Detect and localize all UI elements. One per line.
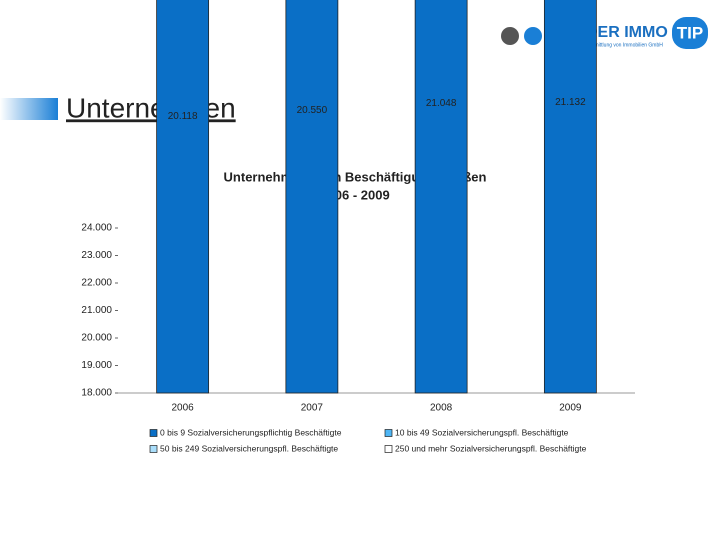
bar-segment [156, 0, 210, 394]
legend-label: 50 bis 249 Sozialversicherungspfl. Besch… [160, 443, 338, 453]
bar-segment [543, 0, 597, 394]
bar-segment [414, 0, 468, 394]
y-tick-label: 22.000 [81, 278, 112, 289]
logo-dot [501, 27, 519, 45]
y-tick-label: 23.000 [81, 250, 112, 261]
data-label: 21.048 [426, 98, 457, 109]
header-bar [0, 98, 58, 120]
data-label: 20.550 [297, 105, 328, 116]
legend-swatch [149, 429, 158, 437]
y-tick-label: 18.000 [81, 388, 112, 399]
y-tick-label: 24.000 [81, 223, 112, 234]
x-tick-label: 2009 [559, 403, 582, 414]
data-label: 20.118 [168, 111, 198, 122]
header-title: Unternehmen [66, 92, 236, 123]
y-tick-label: 19.000 [81, 360, 112, 371]
logo-dot [524, 27, 542, 45]
logo-name: DER IMMO [586, 24, 668, 41]
y-tick-label: 20.000 [81, 333, 112, 344]
data-label: 21.132 [555, 97, 586, 108]
y-tick-label: 21.000 [81, 305, 112, 316]
legend-label: 0 bis 9 Sozialversicherungspflichtig Bes… [160, 427, 342, 437]
legend-label: 10 bis 49 Sozialversicherungspfl. Beschä… [395, 427, 569, 437]
x-tick-label: 2008 [430, 403, 453, 414]
x-tick-label: 2006 [172, 403, 195, 414]
x-tick-label: 2007 [301, 403, 324, 414]
logo-tagline: Vermittlung von Immobilien GmbH [587, 42, 663, 48]
legend-swatch [384, 429, 393, 437]
logo-badge-text: TIP [677, 23, 703, 42]
bar-segment [285, 0, 339, 394]
legend-swatch [149, 445, 158, 453]
legend-swatch [384, 445, 393, 453]
logo-badge [672, 17, 708, 49]
legend-label: 250 und mehr Sozialversicherungspfl. Bes… [395, 443, 587, 453]
